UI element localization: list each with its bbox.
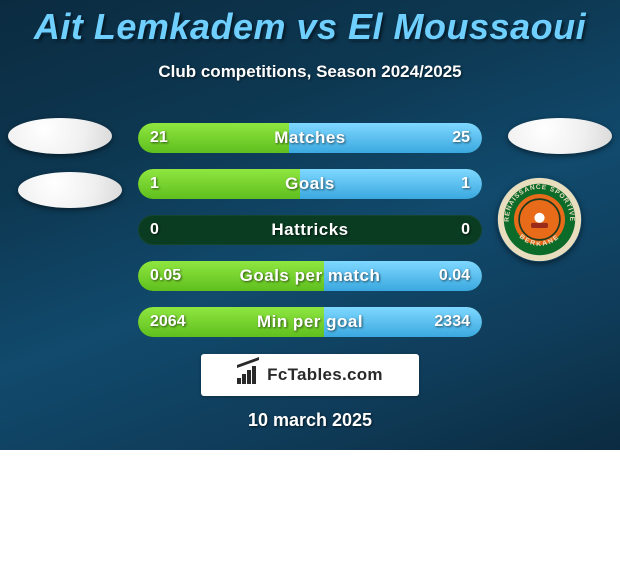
stat-label: Goals bbox=[138, 169, 482, 199]
stat-row: 20642334Min per goal bbox=[138, 307, 482, 337]
fctables-text: FcTables.com bbox=[267, 365, 383, 385]
badge-right-club: RENAISSANCE SPORTIVE BERKANE bbox=[497, 177, 582, 262]
avatar-right-player bbox=[508, 118, 612, 154]
stat-label: Goals per match bbox=[138, 261, 482, 291]
stat-label: Matches bbox=[138, 123, 482, 153]
avatar-left-player bbox=[8, 118, 112, 154]
date-line: 10 march 2025 bbox=[0, 410, 620, 431]
bars-icon bbox=[237, 366, 261, 384]
badge-icon: RENAISSANCE SPORTIVE BERKANE bbox=[497, 177, 582, 262]
avatar-left-club bbox=[18, 172, 122, 208]
stat-row: 00Hattricks bbox=[138, 215, 482, 245]
stat-row: 0.050.04Goals per match bbox=[138, 261, 482, 291]
stat-row: 11Goals bbox=[138, 169, 482, 199]
stage: Ait Lemkadem vs El Moussaoui Club compet… bbox=[0, 0, 620, 580]
page-title: Ait Lemkadem vs El Moussaoui bbox=[0, 6, 620, 48]
stat-label: Min per goal bbox=[138, 307, 482, 337]
subtitle: Club competitions, Season 2024/2025 bbox=[0, 62, 620, 82]
stat-label: Hattricks bbox=[138, 215, 482, 245]
fctables-watermark: FcTables.com bbox=[201, 354, 419, 396]
stat-row: 2125Matches bbox=[138, 123, 482, 153]
